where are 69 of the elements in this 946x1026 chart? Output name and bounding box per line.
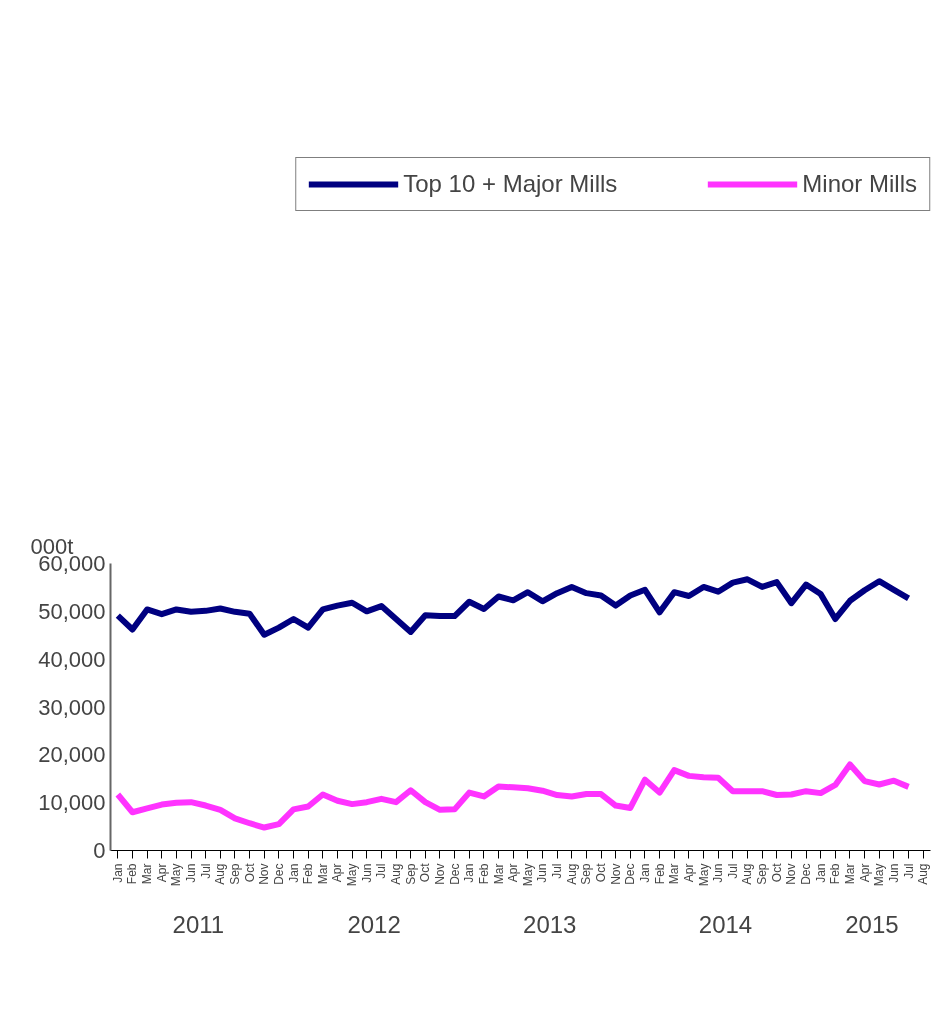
x-tick-label: Jan bbox=[637, 863, 652, 883]
x-tick-label: Oct bbox=[242, 862, 257, 883]
x-tick-label: Jul bbox=[725, 863, 740, 879]
x-tick-label: Dec bbox=[271, 863, 286, 885]
y-tick-label: 10,000 bbox=[38, 790, 106, 816]
x-tick-label: May bbox=[169, 863, 184, 887]
x-tick-label: Jan bbox=[110, 863, 125, 883]
x-tick-label: Jun bbox=[711, 863, 726, 883]
x-tick-label: Jul bbox=[198, 863, 213, 879]
x-tick-label: Jan bbox=[462, 863, 477, 883]
x-tick-label: Oct bbox=[769, 862, 784, 883]
x-tick-label: May bbox=[696, 863, 711, 887]
y-tick-label: 0 bbox=[93, 838, 106, 863]
y-tick-label: 20,000 bbox=[38, 742, 106, 768]
x-tick-label: Aug bbox=[213, 863, 228, 885]
x-tick-label: Nov bbox=[784, 863, 799, 885]
x-tick-label: Aug bbox=[564, 863, 579, 885]
x-tick-label: Jan bbox=[813, 863, 828, 883]
y-tick-label: 50,000 bbox=[38, 598, 106, 624]
text: 2012 bbox=[347, 910, 401, 938]
x-tick-label: Aug bbox=[916, 863, 931, 885]
x-tick-label: Sep bbox=[403, 863, 418, 885]
x-tick-label: Nov bbox=[257, 863, 272, 885]
x-tick-label: Jul bbox=[901, 863, 916, 879]
x-tick-label: Apr bbox=[154, 863, 169, 883]
x-tick-label: Jul bbox=[374, 863, 389, 879]
x-tick-label: May bbox=[345, 863, 360, 887]
x-tick-label: Mar bbox=[842, 863, 857, 885]
x-tick-label: Oct bbox=[418, 862, 433, 883]
text: 2011 bbox=[172, 910, 225, 938]
text: 2013 bbox=[523, 910, 577, 938]
x-tick-label: Feb bbox=[828, 863, 843, 885]
x-tick-label: Apr bbox=[330, 863, 345, 883]
x-tick-label: Feb bbox=[125, 863, 140, 885]
x-tick-label: Sep bbox=[579, 863, 594, 885]
x-tick-label: Oct bbox=[594, 862, 609, 883]
x-tick-label: Jun bbox=[359, 863, 374, 883]
x-tick-label: Jun bbox=[886, 863, 901, 883]
x-tick-label: Mar bbox=[667, 863, 682, 885]
x-tick-label: Feb bbox=[301, 863, 316, 885]
x-tick-label: Mar bbox=[140, 863, 155, 885]
x-tick-label: Dec bbox=[623, 863, 638, 885]
x-tick-label: Jun bbox=[184, 863, 199, 883]
x-tick-label: Jan bbox=[286, 863, 301, 883]
x-tick-label: Dec bbox=[447, 863, 462, 885]
x-tick-label: May bbox=[872, 863, 887, 887]
x-tick-label: Mar bbox=[315, 863, 330, 885]
x-tick-label: Apr bbox=[506, 863, 521, 883]
x-tick-label: Dec bbox=[799, 863, 814, 885]
text: 2014 bbox=[698, 910, 753, 938]
x-tick-label: Feb bbox=[652, 863, 667, 885]
x-tick-label: Jul bbox=[550, 863, 565, 879]
x-tick-label: Sep bbox=[227, 863, 242, 885]
y-tick-label: 30,000 bbox=[38, 694, 106, 720]
x-tick-label: Apr bbox=[681, 863, 696, 883]
x-tick-label: Nov bbox=[432, 863, 447, 885]
legend-label: Minor Mills bbox=[802, 170, 917, 199]
x-tick-label: Aug bbox=[389, 863, 404, 885]
x-tick-label: Nov bbox=[608, 863, 623, 885]
legend-label: Top 10 + Major Mills bbox=[403, 170, 618, 199]
x-tick-label: Apr bbox=[857, 863, 872, 883]
text: 2015 bbox=[845, 910, 899, 938]
x-tick-label: Feb bbox=[476, 863, 491, 885]
x-tick-label: Mar bbox=[491, 863, 506, 885]
x-tick-label: Aug bbox=[740, 863, 755, 885]
y-tick-label: 40,000 bbox=[38, 646, 106, 672]
x-tick-label: May bbox=[520, 863, 535, 887]
x-tick-label: Jun bbox=[535, 863, 550, 883]
x-tick-label: Sep bbox=[755, 863, 770, 885]
